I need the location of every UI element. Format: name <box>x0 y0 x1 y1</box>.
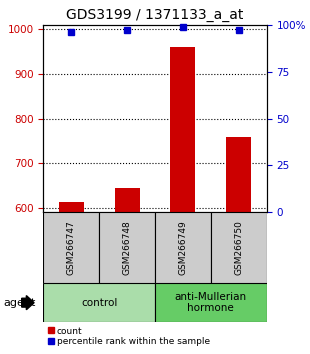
Legend: count, percentile rank within the sample: count, percentile rank within the sample <box>48 327 210 347</box>
Bar <box>226 137 251 212</box>
Bar <box>43 212 99 283</box>
Text: agent: agent <box>3 298 35 308</box>
Bar <box>43 283 155 322</box>
Text: GSM266749: GSM266749 <box>178 221 188 275</box>
Bar <box>115 188 140 212</box>
Text: anti-Mullerian
hormone: anti-Mullerian hormone <box>175 292 247 314</box>
Bar <box>99 212 155 283</box>
Bar <box>155 212 211 283</box>
Title: GDS3199 / 1371133_a_at: GDS3199 / 1371133_a_at <box>66 8 244 22</box>
Text: GSM266747: GSM266747 <box>67 221 76 275</box>
Text: GSM266748: GSM266748 <box>122 221 132 275</box>
Text: control: control <box>81 298 117 308</box>
Bar <box>170 47 196 212</box>
Bar <box>155 283 267 322</box>
Bar <box>211 212 267 283</box>
Text: GSM266750: GSM266750 <box>234 220 243 275</box>
Bar <box>59 202 84 212</box>
